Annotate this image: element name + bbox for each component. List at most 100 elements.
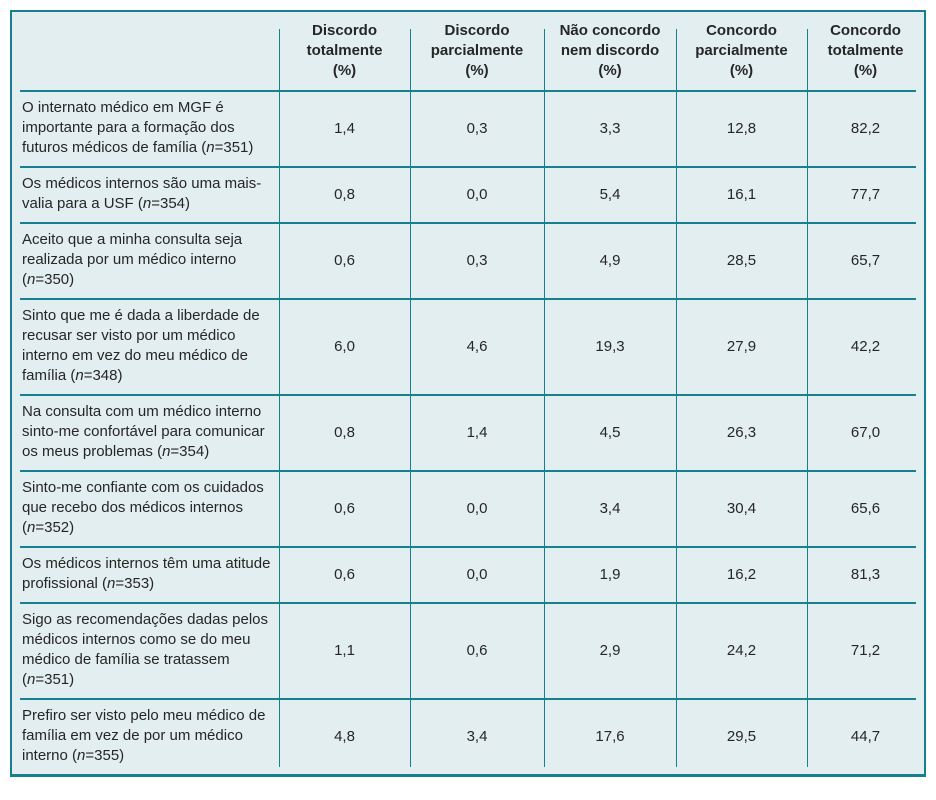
column-divider	[544, 29, 545, 767]
n-symbol: n	[77, 747, 86, 764]
value-cell: 3,4	[599, 499, 621, 517]
n-symbol: n	[27, 671, 36, 688]
header-label: Concordo parcialmente	[695, 22, 788, 59]
sample-size: (n=348)	[70, 367, 123, 384]
sample-size: (n=355)	[72, 747, 125, 764]
column-divider	[807, 29, 808, 767]
value-cell: 3,4	[466, 727, 488, 745]
value-cell: 65,6	[850, 499, 881, 517]
sample-size: (n=351)	[22, 671, 75, 688]
value-cell: 30,4	[726, 499, 757, 517]
statement-text: Os médicos internos são uma mais-valia p…	[22, 175, 262, 212]
sample-size: (n=353)	[102, 575, 155, 592]
sample-size: (n=354)	[137, 195, 191, 212]
statement-text: Sinto que me é dada a liberdade de recus…	[22, 307, 260, 384]
statement-text: Prefiro ser visto pelo meu médico de fam…	[22, 707, 266, 764]
statement-cell: Aceito que a minha consulta seja realiza…	[12, 222, 279, 298]
statement-text: Sinto-me confiante com os cuidados que r…	[22, 479, 264, 516]
statement-text: Aceito que a minha consulta seja realiza…	[22, 231, 243, 268]
header-label: Discordo parcialmente	[430, 22, 524, 59]
value-cell: 0,6	[334, 499, 355, 517]
value-cell: 81,3	[850, 565, 881, 583]
value-cell: 65,7	[850, 251, 881, 269]
table-header-row: Discordo totalmente (%) Discordo parcialme…	[12, 12, 924, 90]
table-row: O internato médico em MGF é importante p…	[12, 90, 924, 166]
value-cell: 0,0	[466, 185, 488, 203]
value-cell: 24,2	[726, 641, 757, 659]
value-cell: 1,1	[334, 641, 355, 659]
table-row: Os médicos internos têm uma atitude prof…	[12, 546, 924, 602]
header-unit: (%)	[598, 62, 622, 79]
header-cell: Não concordo nem discordo (%)	[544, 12, 676, 90]
n-symbol: n	[162, 443, 171, 460]
value-cell: 3,3	[599, 119, 621, 137]
statement-cell: Os médicos internos são uma mais-valia p…	[12, 166, 279, 222]
table-row: Sinto-me confiante com os cuidados que r…	[12, 470, 924, 546]
sample-size: (n=350)	[22, 271, 75, 288]
statement-text: Sigo as recomendações dadas pelos médico…	[22, 611, 268, 668]
sample-size: (n=354)	[157, 443, 210, 460]
likert-results-table: Discordo totalmente (%) Discordo parcialme…	[10, 10, 926, 777]
n-symbol: n	[206, 139, 215, 156]
value-cell: 0,8	[334, 423, 355, 441]
statement-cell: Na consulta com um médico interno sinto-…	[12, 394, 279, 470]
sample-size: (n=352)	[22, 519, 75, 536]
value-cell: 16,1	[726, 185, 757, 203]
table-row: Sigo as recomendações dadas pelos médico…	[12, 602, 924, 698]
header-label: Discordo totalmente	[306, 22, 383, 59]
table-body: O internato médico em MGF é importante p…	[12, 90, 924, 774]
value-cell: 42,2	[850, 337, 881, 355]
value-cell: 27,9	[726, 337, 757, 355]
header-cell: Concordo parcialmente (%)	[676, 12, 807, 90]
header-cell: Discordo parcialmente (%)	[410, 12, 544, 90]
value-cell: 1,4	[466, 423, 488, 441]
value-cell: 4,6	[466, 337, 488, 355]
header-label: Não concordo nem discordo	[559, 22, 661, 59]
value-cell: 29,5	[726, 727, 757, 745]
n-symbol: n	[107, 575, 116, 592]
value-cell: 0,3	[466, 251, 488, 269]
value-cell: 82,2	[850, 119, 881, 137]
column-divider	[279, 29, 280, 767]
header-unit: (%)	[853, 62, 878, 79]
statement-cell: Sinto que me é dada a liberdade de recus…	[12, 298, 279, 394]
value-cell: 67,0	[850, 423, 881, 441]
n-symbol: n	[27, 519, 36, 536]
statement-text: O internato médico em MGF é importante p…	[22, 99, 235, 156]
value-cell: 44,7	[850, 727, 881, 745]
value-cell: 17,6	[595, 727, 625, 745]
n-symbol: n	[142, 195, 152, 212]
column-divider	[676, 29, 677, 767]
value-cell: 0,0	[466, 499, 488, 517]
statement-cell: Prefiro ser visto pelo meu médico de fam…	[12, 698, 279, 774]
value-cell: 26,3	[726, 423, 757, 441]
value-cell: 0,6	[334, 565, 355, 583]
value-cell: 4,5	[599, 423, 621, 441]
value-cell: 12,8	[726, 119, 757, 137]
statement-cell: Sigo as recomendações dadas pelos médico…	[12, 602, 279, 698]
table-row: Aceito que a minha consulta seja realiza…	[12, 222, 924, 298]
column-divider	[410, 29, 411, 767]
value-cell: 2,9	[599, 641, 621, 659]
value-cell: 16,2	[726, 565, 757, 583]
table-row: Os médicos internos são uma mais-valia p…	[12, 166, 924, 222]
value-cell: 6,0	[334, 337, 355, 355]
value-cell: 77,7	[850, 185, 881, 203]
header-label: Concordo totalmente	[827, 22, 904, 59]
statement-cell: Os médicos internos têm uma atitude prof…	[12, 546, 279, 602]
value-cell: 1,4	[334, 119, 355, 137]
value-cell: 0,0	[466, 565, 488, 583]
value-cell: 0,3	[466, 119, 488, 137]
header-cell: Concordo totalmente (%)	[807, 12, 924, 90]
header-unit: (%)	[729, 62, 754, 79]
value-cell: 0,6	[466, 641, 488, 659]
header-unit: (%)	[465, 62, 489, 79]
statement-cell: O internato médico em MGF é importante p…	[12, 90, 279, 166]
value-cell: 5,4	[599, 185, 621, 203]
header-unit: (%)	[332, 62, 357, 79]
statement-text: Na consulta com um médico interno sinto-…	[22, 403, 265, 460]
value-cell: 4,8	[334, 727, 355, 745]
n-symbol: n	[75, 367, 84, 384]
sample-size: (n=351)	[201, 139, 254, 156]
